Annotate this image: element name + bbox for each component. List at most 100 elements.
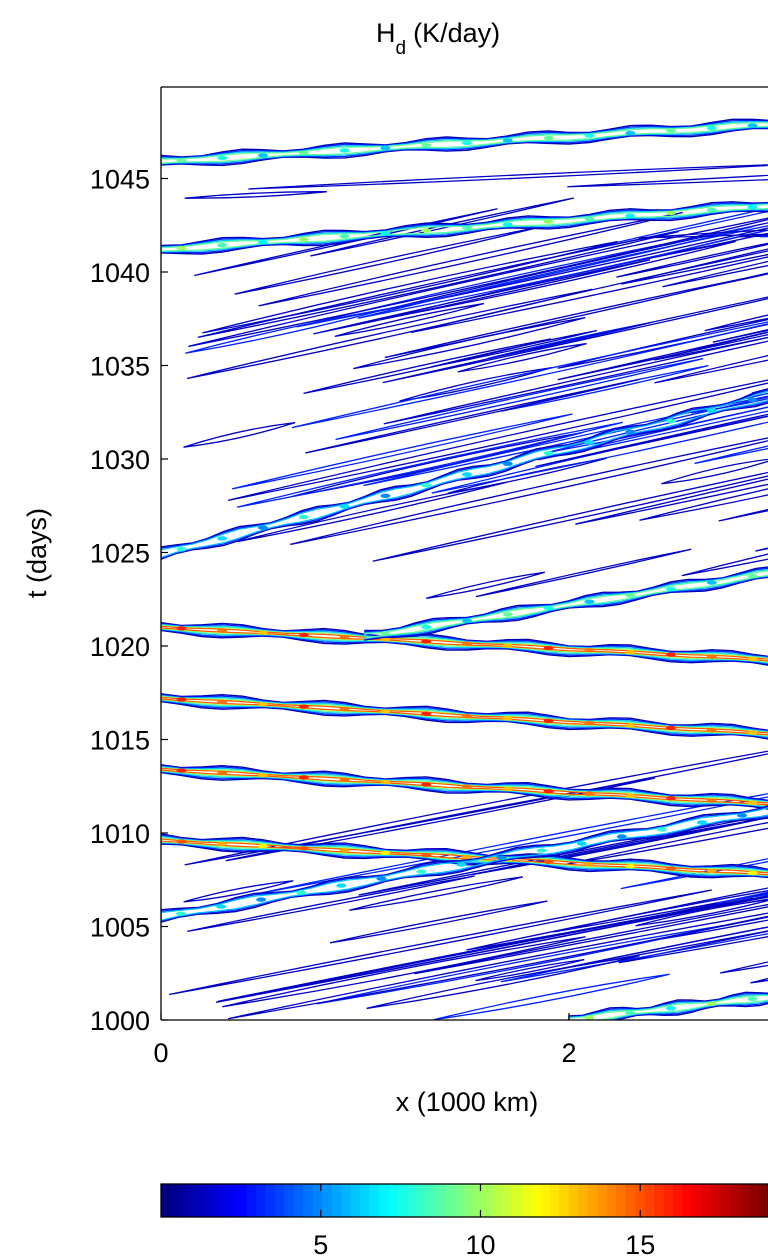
band-peak: [666, 725, 676, 731]
y-tick-label: 1010: [90, 819, 150, 849]
colorbar-frame: [160, 1183, 768, 1218]
band-peak: [421, 482, 432, 488]
band-peak: [625, 650, 636, 655]
y-tick-label: 1040: [90, 258, 150, 288]
colorbar-cell: [407, 1184, 418, 1217]
band-contour: [161, 695, 768, 737]
contour-streak: [329, 900, 548, 944]
band-peak: [706, 868, 717, 873]
band-peak: [584, 1015, 595, 1020]
colorbar-cell: [360, 1184, 371, 1217]
colorbar: 5 10 15: [160, 1183, 768, 1260]
band-contour: [161, 834, 768, 878]
title-subscript: d: [396, 38, 407, 59]
contour-streak: [228, 379, 768, 501]
band-peak: [217, 841, 228, 847]
band-peak: [543, 219, 554, 224]
colorbar-cell: [417, 1184, 428, 1217]
band-peak: [462, 855, 472, 860]
band-peak: [339, 504, 350, 509]
y-tick-label: 1020: [90, 632, 150, 662]
band-peak: [737, 813, 748, 818]
heating-band: [161, 805, 768, 923]
contour-streak: [237, 481, 506, 543]
band-peak: [666, 419, 676, 424]
y-tick-label: 1030: [90, 445, 150, 475]
contour-streak: [366, 955, 640, 1010]
band-peak: [706, 798, 717, 803]
band-peak: [380, 145, 391, 151]
band-peak: [625, 213, 636, 219]
contour-streak: [376, 222, 768, 313]
band-contour: [161, 835, 768, 877]
band-peak: [747, 800, 758, 806]
band-peak: [706, 408, 717, 413]
contour-streak: [186, 288, 593, 380]
band-peak: [380, 709, 391, 714]
colorbar-cell: [587, 1184, 598, 1217]
colorbar-cell: [189, 1184, 200, 1217]
colorbar-cell: [227, 1184, 238, 1217]
heating-band: [161, 693, 768, 740]
band-peak: [258, 240, 268, 245]
band-peak: [747, 574, 758, 579]
band-peak: [462, 472, 472, 477]
band-peak: [217, 155, 228, 161]
band-peak: [666, 1006, 676, 1011]
band-peak: [421, 852, 432, 858]
band-peak: [625, 864, 636, 869]
band-peak: [747, 397, 758, 403]
colorbar-cell: [720, 1184, 731, 1217]
colorbar-cell: [711, 1184, 722, 1217]
band-contour: [161, 203, 768, 252]
band-peak: [747, 870, 758, 876]
band-peak: [380, 779, 391, 785]
band-contour: [161, 118, 768, 167]
contour-streak: [303, 338, 552, 394]
contour-streak: [183, 880, 294, 903]
colorbar-cell: [730, 1184, 741, 1217]
band-peak: [747, 730, 758, 735]
band-peak: [339, 706, 350, 712]
contour-streak: [168, 889, 712, 996]
band-peak: [258, 525, 268, 530]
contour-streak: [258, 211, 683, 307]
band-contour: [161, 623, 768, 664]
band-peak: [502, 643, 513, 649]
contour-streak: [197, 230, 680, 339]
band-peak: [462, 784, 472, 789]
contour-streak: [557, 318, 768, 369]
band-peak: [502, 786, 513, 792]
contour-streak: [183, 422, 296, 448]
band-peak: [217, 242, 228, 248]
band-contour: [161, 201, 768, 255]
band-peak: [380, 850, 391, 856]
contour-streak: [372, 471, 768, 562]
band-contour: [161, 766, 768, 807]
band-contour: [161, 833, 768, 879]
colorbar-cell: [198, 1184, 210, 1217]
heating-band: [161, 118, 768, 167]
band-peak: [706, 654, 717, 659]
colorbar-cell: [331, 1184, 342, 1217]
band-peak: [543, 645, 554, 651]
contour-streak: [385, 240, 736, 320]
contour-streak: [535, 413, 768, 468]
band-contour: [161, 389, 768, 560]
band-peak: [584, 599, 595, 604]
band-peak: [421, 143, 432, 148]
band-peak: [416, 869, 427, 874]
contour-streak: [382, 296, 768, 384]
band-contour: [161, 696, 768, 736]
colorbar-cell: [739, 1184, 750, 1217]
contour-streak: [466, 890, 768, 951]
band-peak: [462, 225, 472, 230]
contour-streak: [194, 208, 498, 277]
band-peak: [625, 130, 636, 136]
band-contour: [161, 765, 768, 808]
band-peak: [666, 586, 676, 592]
contour-streak: [430, 329, 598, 368]
band-peak: [176, 626, 187, 631]
band-peak: [298, 237, 309, 242]
band-peak: [584, 791, 595, 796]
